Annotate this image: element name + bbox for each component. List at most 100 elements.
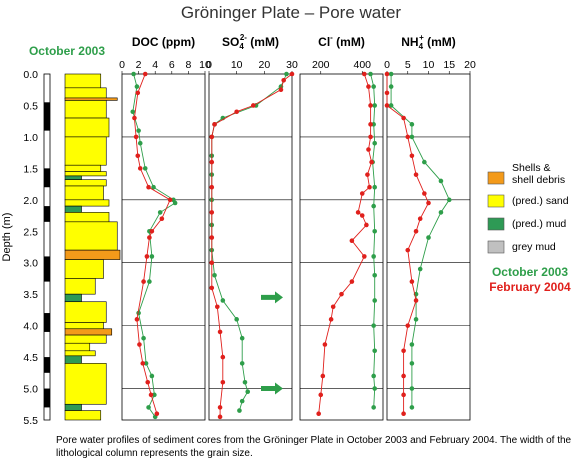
panel-frame: [386, 73, 471, 421]
data-point: [384, 103, 390, 108]
panel-title-superscript: +: [419, 33, 424, 42]
data-point: [212, 122, 217, 127]
depth-tick-label: 3.0: [23, 258, 38, 270]
marker-bar: [44, 256, 50, 282]
data-point: [364, 222, 369, 228]
data-point: [133, 134, 139, 140]
data-point: [401, 348, 406, 354]
x-tick-label: 0: [206, 59, 212, 71]
depth-tick-label: 2.0: [23, 195, 38, 207]
legend-label-line: shell debris: [512, 174, 565, 186]
panel-title-main: NH: [401, 35, 418, 49]
data-point: [140, 361, 146, 366]
litho-layer-sand: [64, 334, 107, 344]
data-point: [366, 147, 371, 152]
litho-layer-mud: [64, 293, 82, 303]
data-point: [146, 184, 151, 190]
series-february-2004: [132, 71, 173, 417]
series-february-2004: [209, 71, 295, 420]
marker-column: [43, 73, 51, 421]
data-point: [405, 323, 411, 328]
legend-label-line: (pred.) sand: [512, 195, 569, 207]
data-point: [426, 200, 431, 206]
data-point: [209, 134, 215, 140]
arrow-icon: [261, 291, 283, 304]
data-point: [371, 373, 376, 379]
profile-panel-2: Cl- (mM)200 400: [299, 33, 384, 421]
data-point: [349, 238, 355, 244]
litho-layer-sand: [64, 100, 107, 119]
data-point: [372, 103, 378, 108]
legend-series-october: October 2003: [492, 265, 568, 279]
panel-title-unit: (mM): [247, 35, 279, 49]
data-point: [409, 361, 415, 366]
data-point: [152, 392, 157, 398]
panel-title-subscript: 4: [239, 42, 244, 51]
data-point: [367, 184, 372, 190]
depth-tick-label: 3.5: [23, 289, 38, 301]
panel-title: NH4+ (mM): [401, 33, 455, 51]
data-point: [134, 84, 140, 89]
data-point: [413, 172, 419, 177]
data-point: [369, 159, 374, 165]
data-point: [137, 140, 143, 146]
profile-panel-0: DOC (ppm)0 2 4 6 8 10: [119, 35, 211, 421]
data-point: [438, 210, 444, 215]
data-point: [422, 159, 427, 165]
data-point: [372, 273, 378, 278]
legend-swatch-sand: [487, 194, 505, 208]
x-tick-label: 10: [231, 59, 243, 71]
data-point: [330, 304, 336, 310]
x-tick-label: 200: [312, 59, 330, 71]
litho-layer-sand: [64, 259, 104, 279]
litho-layer-mud: [64, 355, 82, 364]
data-point: [422, 191, 427, 196]
legend-label: (pred.) sand: [512, 195, 569, 207]
legend-label: grey mud: [512, 241, 556, 253]
data-point: [209, 260, 215, 266]
data-point: [368, 103, 373, 108]
data-point: [318, 392, 324, 398]
data-point: [143, 361, 149, 366]
litho-layer-sand: [64, 342, 91, 352]
legend-swatch-shells: [487, 171, 505, 185]
depth-tick-label: 4.5: [23, 352, 38, 364]
litho-layer-sand: [64, 185, 104, 201]
data-point: [371, 323, 376, 328]
data-point: [217, 329, 223, 335]
data-point: [145, 379, 151, 385]
data-point: [409, 405, 415, 410]
x-tick-label: 6: [169, 59, 175, 71]
litho-layer-shells: [64, 328, 113, 336]
data-point: [362, 254, 367, 259]
data-point: [372, 184, 378, 190]
data-point: [371, 254, 376, 259]
data-point: [209, 210, 215, 215]
litho-layer-sand: [64, 301, 107, 323]
panel-frame: [121, 73, 206, 421]
data-point: [359, 191, 365, 196]
data-point: [135, 153, 141, 159]
data-point: [146, 405, 151, 410]
data-point: [417, 216, 423, 221]
data-point: [237, 408, 242, 413]
panel-frame: [299, 73, 384, 421]
depth-tick-label: 5.5: [23, 415, 38, 427]
data-point: [215, 304, 220, 310]
data-point: [426, 235, 431, 240]
x-tick-label: 2: [136, 59, 142, 71]
data-point: [135, 90, 141, 96]
depth-tick-label: 2.5: [23, 226, 38, 238]
litho-layer-sand: [64, 179, 107, 187]
litho-layer-sand: [64, 136, 107, 166]
data-point: [388, 103, 394, 108]
data-point: [409, 134, 415, 140]
data-point: [355, 210, 361, 215]
data-point: [134, 317, 140, 322]
data-point: [405, 247, 411, 253]
data-point: [446, 197, 452, 203]
depth-tick-label: 4.0: [23, 321, 38, 333]
panel-frame: [208, 73, 293, 421]
data-point: [316, 411, 321, 417]
litho-layer-sand: [64, 73, 102, 89]
